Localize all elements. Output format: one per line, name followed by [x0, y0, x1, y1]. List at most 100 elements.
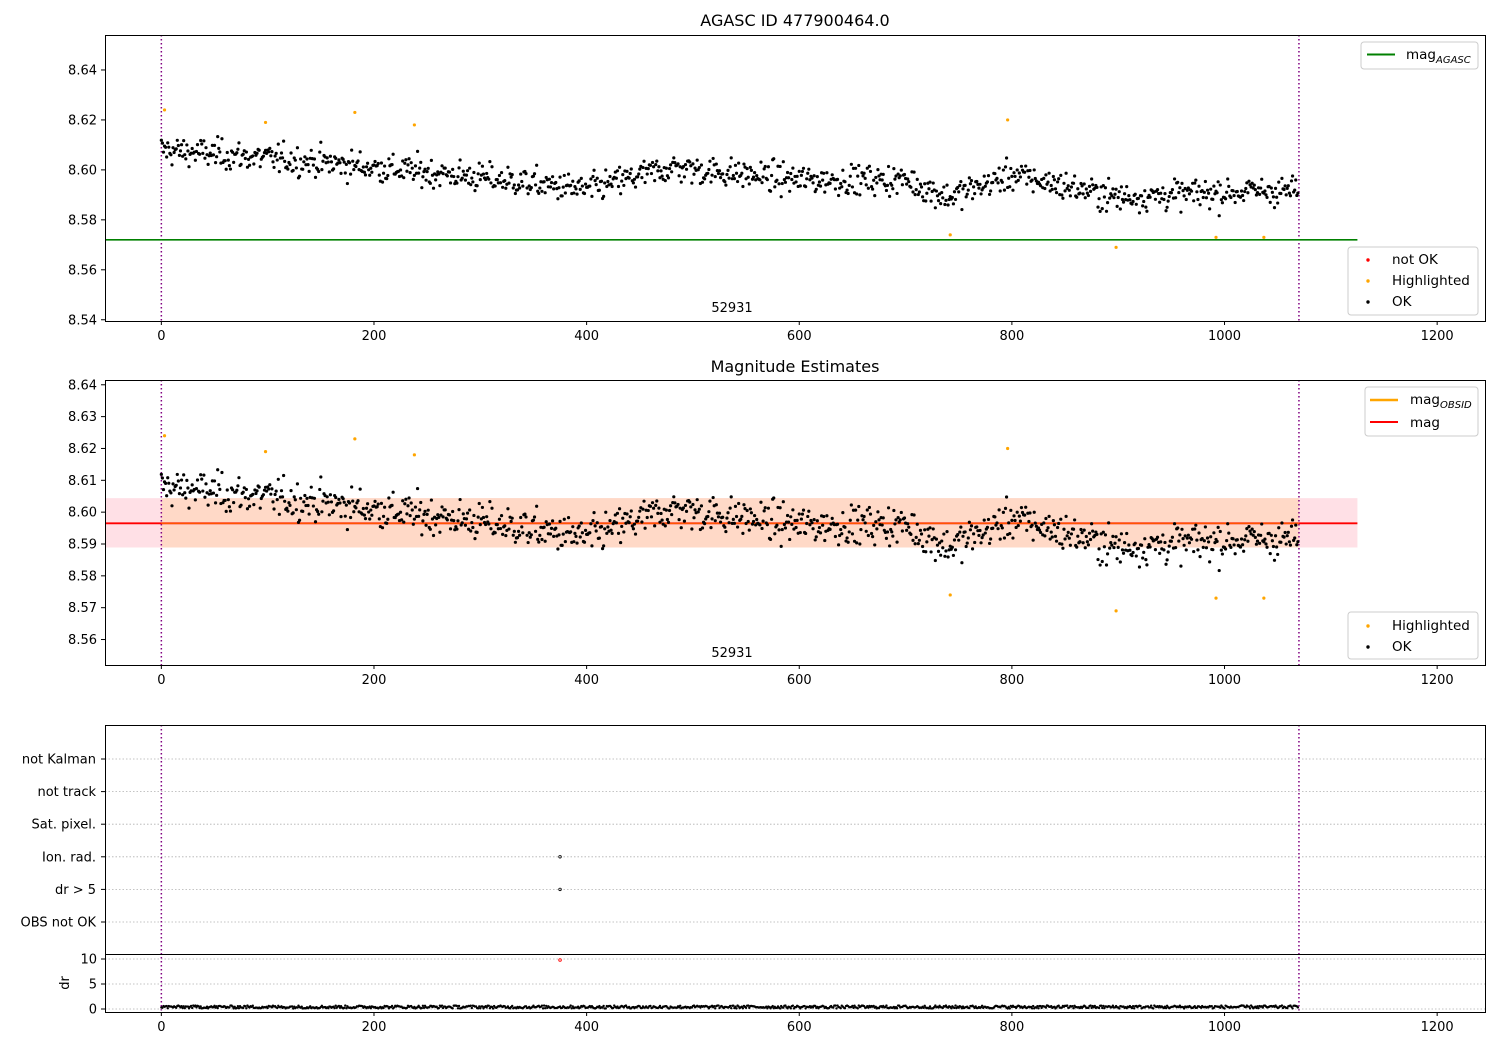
- ok-point: [1180, 181, 1184, 185]
- ok-point: [265, 489, 269, 493]
- ok-point: [642, 499, 646, 503]
- ok-point: [1073, 174, 1077, 178]
- ok-point: [780, 181, 784, 186]
- ok-point: [485, 171, 489, 176]
- ok-point: [1131, 550, 1135, 555]
- highlighted-point: [948, 233, 952, 237]
- ok-point: [957, 538, 961, 542]
- ok-point: [714, 162, 718, 166]
- ok-point: [718, 176, 723, 180]
- ok-point: [456, 519, 460, 523]
- x-tick-label: 800: [999, 1020, 1024, 1035]
- ok-point: [1270, 539, 1274, 543]
- ok-point: [899, 168, 903, 172]
- dr-point: [542, 1004, 546, 1007]
- ok-point: [370, 170, 374, 174]
- ok-point: [616, 531, 621, 535]
- ok-point: [1235, 189, 1239, 194]
- ok-point: [1033, 176, 1037, 181]
- ok-point: [1064, 171, 1068, 175]
- ok-point: [881, 172, 885, 176]
- ok-point: [1060, 193, 1064, 197]
- ok-point: [597, 188, 601, 192]
- legend-label-highlighted: Highlighted: [1392, 618, 1470, 634]
- ok-point: [426, 166, 430, 170]
- ok-point: [888, 544, 892, 548]
- ok-point: [924, 199, 928, 203]
- ok-point: [1203, 525, 1207, 529]
- dr-point: [165, 1004, 168, 1008]
- ok-point: [1048, 537, 1052, 541]
- ok-point: [361, 506, 365, 511]
- ok-point: [614, 521, 618, 525]
- ok-point: [544, 520, 548, 524]
- ok-point: [1268, 200, 1272, 204]
- ok-point: [543, 539, 547, 543]
- ok-point: [1032, 168, 1036, 172]
- dr-point: [747, 1004, 750, 1007]
- ok-point: [520, 525, 524, 529]
- ok-point: [807, 167, 811, 171]
- ok-point: [1198, 555, 1202, 559]
- ok-point: [243, 156, 247, 161]
- x-tick-label: 200: [362, 1020, 387, 1035]
- dr-point: [1256, 1005, 1259, 1008]
- dr-point: [1036, 1005, 1039, 1008]
- ok-point: [211, 491, 216, 495]
- ok-point: [339, 171, 343, 175]
- ok-point: [554, 180, 558, 185]
- ok-point: [642, 159, 646, 163]
- ok-point: [727, 521, 731, 525]
- ok-point: [742, 162, 746, 166]
- ok-point: [268, 146, 272, 150]
- ok-point: [1103, 186, 1108, 190]
- ok-point: [968, 182, 973, 186]
- dr-point: [852, 1006, 855, 1010]
- ok-point: [557, 186, 561, 190]
- ok-point: [891, 187, 895, 191]
- ok-point: [277, 169, 281, 174]
- dr-point: [290, 1005, 294, 1008]
- ok-point: [220, 470, 224, 475]
- ok-point: [941, 546, 945, 550]
- ok-point: [770, 173, 774, 178]
- ok-point: [317, 169, 321, 174]
- ok-point: [935, 543, 940, 547]
- ok-point: [1131, 199, 1135, 204]
- ok-point: [985, 180, 990, 184]
- ok-point: [1085, 540, 1089, 544]
- ok-point: [1184, 197, 1188, 202]
- ok-point: [361, 165, 365, 169]
- dr-point: [199, 1005, 202, 1008]
- dr-point: [923, 1004, 926, 1007]
- ok-point: [1141, 204, 1145, 208]
- ok-point: [929, 550, 933, 554]
- ok-point: [1137, 211, 1142, 215]
- ok-point: [1100, 207, 1104, 211]
- ok-point: [1075, 195, 1079, 199]
- ok-point: [840, 185, 844, 189]
- ok-point: [625, 512, 629, 516]
- ok-point: [172, 150, 176, 155]
- ok-point: [667, 166, 672, 171]
- dr-point: [476, 1007, 480, 1010]
- ok-point: [746, 519, 750, 524]
- ok-point: [592, 168, 596, 172]
- ok-point: [865, 508, 869, 512]
- ok-point: [821, 178, 825, 182]
- ok-point: [850, 532, 855, 536]
- ok-point: [981, 533, 985, 537]
- ok-point: [525, 186, 529, 190]
- ok-point: [1069, 185, 1074, 189]
- ok-point: [186, 486, 190, 490]
- ok-point: [669, 504, 673, 508]
- ok-point: [629, 167, 633, 171]
- ok-point: [1279, 191, 1283, 196]
- ok-point: [475, 184, 479, 188]
- ok-point: [471, 525, 475, 530]
- ok-point: [597, 536, 601, 540]
- ok-point: [699, 163, 704, 167]
- highlighted-point: [1114, 245, 1118, 249]
- ok-point: [1108, 546, 1112, 550]
- ok-point: [710, 517, 714, 521]
